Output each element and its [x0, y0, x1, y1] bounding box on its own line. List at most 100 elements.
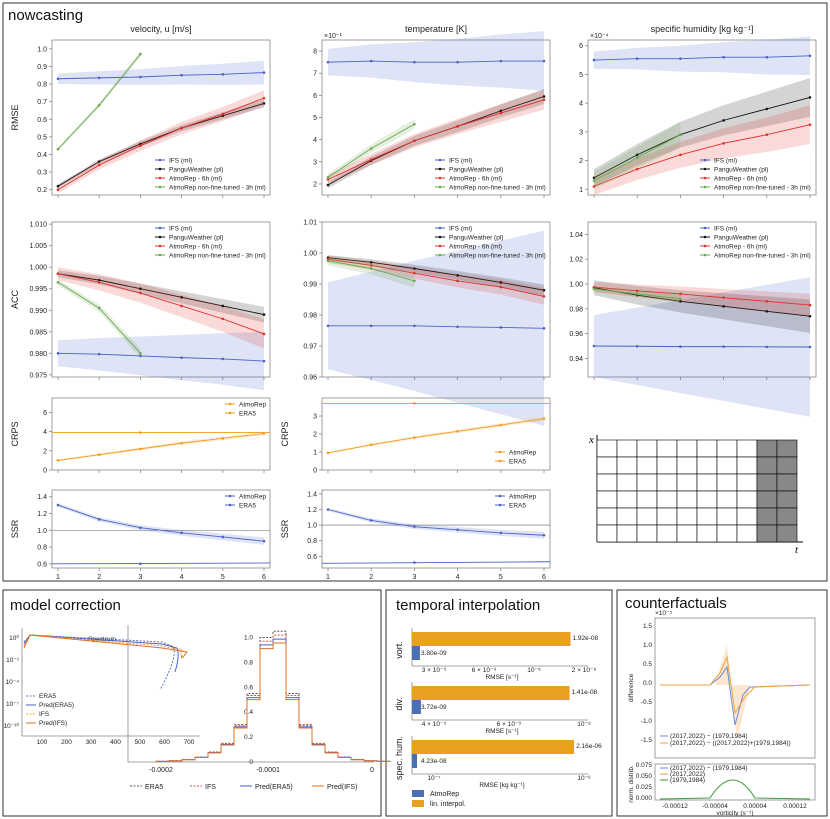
grid-cell [736, 439, 758, 458]
data-point [808, 123, 812, 126]
y-tick-label: 1 [313, 450, 317, 457]
legend: ERA5 Pred(ERA5) IFS Pred(IFS) [26, 693, 74, 727]
data-point [139, 75, 142, 79]
x-tick-label: 400 [110, 739, 121, 746]
y-tick-label: 2 [579, 158, 583, 165]
data-point [56, 77, 60, 81]
x-tick-label: 200 [61, 739, 72, 746]
chart-rmse_t: 2 3 4 5 6 7 8 temperature [K] ×10⁻¹ IFS (ml) Pangu… [313, 24, 551, 198]
y-tick-label: 0 [313, 468, 317, 475]
data-point [456, 279, 459, 283]
series-line-AtmoRep [57, 504, 265, 542]
chart-acc_u: 0.975 0.980 0.985 0.990 0.995 1.000 1.005 1.010… [10, 221, 271, 391]
data-point [56, 459, 60, 462]
legend-label: AtmoRep [239, 401, 266, 408]
data-point [413, 60, 416, 64]
data-point [326, 178, 330, 181]
x-tick-label: 600 [159, 739, 170, 746]
grid-cell [616, 490, 638, 509]
grid-cell [696, 473, 718, 492]
data-point [592, 176, 596, 180]
series-band [328, 88, 544, 189]
legend-label: PanguWeather (pl) [714, 234, 768, 241]
grid-cell [596, 473, 618, 492]
series-band [58, 60, 264, 85]
legend-label: PanguWeather (pl) [169, 234, 223, 241]
x-tick-label: 0.00004 [743, 803, 767, 810]
grid-cell [756, 524, 778, 543]
grid-cell [596, 507, 618, 526]
y-tick-label: 3 [313, 414, 317, 421]
data-point [592, 58, 596, 62]
series-line-AtmoRep [327, 509, 545, 536]
y-tick-label: 1.01 [303, 220, 317, 227]
plot-frame [654, 763, 816, 801]
data-point [180, 126, 183, 130]
series-band [58, 90, 264, 194]
grid-cell [676, 439, 698, 458]
counterfactuals-title: counterfactuals [625, 595, 727, 612]
nowcasting-panel [2, 2, 828, 582]
y-axis-label: CRPS [10, 421, 20, 446]
data-point [456, 528, 459, 532]
series-band [58, 99, 264, 188]
data-point [722, 296, 725, 299]
y-tick-label: 7 [313, 71, 317, 78]
legend-marker [228, 411, 232, 415]
grid-cell [636, 524, 658, 543]
series-band [328, 255, 544, 305]
legend-label: PanguWeather (pl) [449, 234, 503, 241]
axis-multiplier: ×10⁻¹ [324, 33, 343, 40]
grid-cell [656, 490, 678, 509]
data-point [679, 345, 682, 348]
data-point [326, 324, 330, 328]
data-point [97, 306, 101, 310]
data-point [765, 309, 769, 313]
y-tick-label: 0.6 [244, 684, 253, 691]
distribution-line [659, 779, 811, 800]
data-point [221, 112, 225, 116]
y-tick-label: 1.0 [307, 523, 317, 530]
grid-cell [696, 507, 718, 526]
data-point [542, 417, 546, 421]
grid-cell [676, 507, 698, 526]
legend-label: AtmoRep [509, 493, 536, 500]
series-line-IFS (ml) [327, 60, 544, 63]
series-band [594, 105, 810, 195]
x-tick-label: 10⁻⁸ [577, 721, 591, 728]
y-tick-label: 10⁻¹ [6, 657, 20, 664]
data-point [221, 73, 225, 76]
grid-cell [736, 473, 758, 492]
data-point [765, 300, 769, 303]
y-tick-label: 1.02 [569, 257, 583, 264]
y-tick-label: 0.990 [29, 308, 47, 315]
data-point [56, 280, 60, 284]
legend-label: IFS (ml) [449, 157, 472, 164]
y-tick-label: 0.97 [303, 344, 317, 351]
data-point [499, 109, 503, 113]
legend-label: ERA5 [509, 502, 526, 509]
x-tick-label: 6 [542, 574, 546, 581]
bar-atmorep [412, 700, 421, 714]
legend-marker [703, 185, 707, 189]
legend-marker [703, 167, 707, 171]
legend-marker [228, 503, 232, 507]
y-tick-label: 1.04 [569, 232, 583, 239]
y-axis-label: ACC [10, 290, 20, 310]
spectrum-line-Pred(IFS) [23, 634, 188, 659]
grid-cell [596, 456, 618, 475]
data-point [221, 535, 225, 539]
grid-diagram [596, 435, 803, 543]
data-point [635, 153, 639, 157]
x-tick-label: 4 [456, 574, 460, 581]
data-point [499, 326, 503, 329]
series-line-AtmoRep [57, 433, 265, 461]
y-tick-label: 0.050 [636, 773, 653, 780]
grid-cell [776, 456, 798, 475]
legend-label: lin. interpol. [430, 801, 466, 808]
x-tick-label: -0.0002 [149, 767, 173, 774]
legend-label: (2017,2022) − (1979,1984) [670, 733, 748, 740]
grid-cell [636, 456, 658, 475]
legend-marker [498, 459, 502, 463]
y-tick-label: 0.000 [636, 795, 653, 802]
